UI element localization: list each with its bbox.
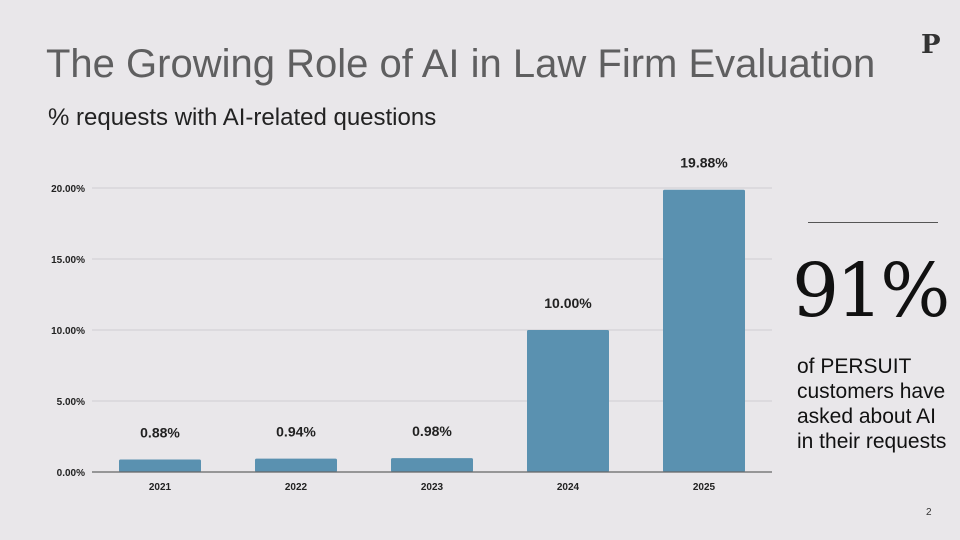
x-tick-label: 2022 <box>285 482 308 493</box>
chart-subtitle: % requests with AI-related questions <box>48 104 437 131</box>
persuit-logo: P <box>921 30 941 60</box>
bar-2024 <box>527 330 609 472</box>
bar-2022 <box>255 458 337 472</box>
y-tick-label: 15.00% <box>51 255 85 266</box>
divider <box>808 222 938 223</box>
bar-2023 <box>391 458 473 472</box>
stat-description: of PERSUIT customers have asked about AI… <box>797 355 947 453</box>
y-tick-label: 10.00% <box>51 326 85 337</box>
stat-value: 91% <box>792 248 950 334</box>
y-tick-label: 0.00% <box>57 468 85 479</box>
bar-2025 <box>663 189 745 473</box>
data-label: 10.00% <box>544 295 592 311</box>
x-tick-label: 2025 <box>693 482 716 493</box>
x-tick-label: 2021 <box>149 482 172 493</box>
x-tick-label: 2024 <box>557 482 580 493</box>
data-label: 0.94% <box>276 424 316 440</box>
y-tick-label: 5.00% <box>57 397 85 408</box>
slide-title: The Growing Role of AI in Law Firm Evalu… <box>46 42 876 86</box>
data-label: 0.98% <box>412 423 452 439</box>
data-label: 0.88% <box>140 425 180 441</box>
page-number: 2 <box>926 507 932 518</box>
x-tick-label: 2023 <box>421 482 444 493</box>
bar-2021 <box>119 459 201 472</box>
data-label: 19.88% <box>680 155 728 171</box>
y-tick-label: 20.00% <box>51 184 85 195</box>
